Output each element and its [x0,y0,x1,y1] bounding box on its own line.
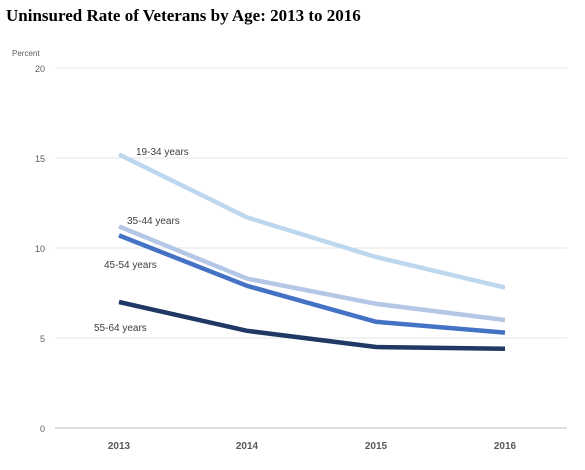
x-tick-label: 2014 [236,441,259,452]
y-tick-label: 15 [35,154,45,164]
chart-title: Uninsured Rate of Veterans by Age: 2013 … [6,6,361,25]
x-tick-label: 2013 [108,441,131,452]
x-tick-label: 2015 [365,441,388,452]
y-tick-label: 10 [35,244,45,254]
y-tick-label: 5 [40,334,45,344]
x-tick-label: 2016 [494,441,517,452]
series-line [118,233,506,335]
series-line [118,299,506,352]
series-line [118,152,506,290]
series-label: 35-44 years [127,216,180,227]
series-label: 19-34 years [136,147,189,158]
series-label: 55-64 years [94,323,147,334]
y-axis-label: Percent [12,49,40,58]
series-label: 45-54 years [104,260,157,271]
y-tick-label: 20 [35,64,45,74]
series-line [118,224,506,323]
y-tick-label: 0 [40,424,45,434]
